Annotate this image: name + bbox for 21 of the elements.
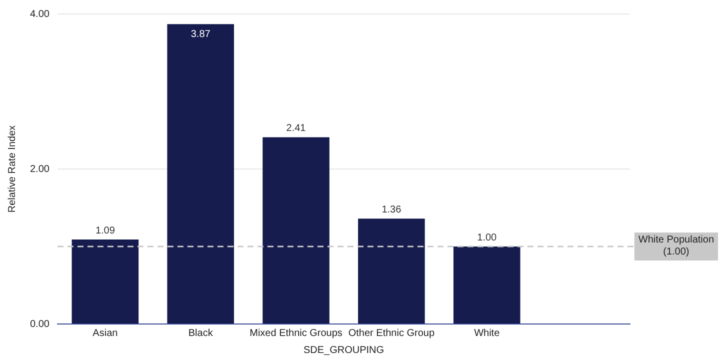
x-axis-title: SDE_GROUPING [303, 344, 384, 356]
x-tick-label: Mixed Ethnic Groups [250, 328, 342, 339]
data-label: 1.36 [382, 204, 402, 216]
x-tick-label: White [474, 328, 500, 339]
y-tick-label: 2.00 [30, 164, 50, 175]
data-label: 1.00 [477, 232, 498, 244]
data-label: 2.41 [286, 122, 306, 134]
y-tick-label: 0.00 [30, 318, 50, 330]
x-tick-label: Asian [92, 328, 118, 339]
x-tick-label: Black [188, 328, 214, 339]
bar [358, 218, 425, 324]
bar [453, 246, 520, 324]
x-tick-label: Other Ethnic Group [348, 328, 435, 339]
y-axis-title: Relative Rate Index [6, 125, 18, 213]
data-label: 3.87 [190, 28, 211, 40]
bar [72, 240, 139, 324]
bar [167, 24, 234, 324]
ref-line-label: White Population (1.00) [638, 234, 714, 258]
y-tick-label: 4.00 [30, 8, 50, 20]
data-label: 1.09 [95, 225, 116, 236]
bar [262, 137, 330, 324]
